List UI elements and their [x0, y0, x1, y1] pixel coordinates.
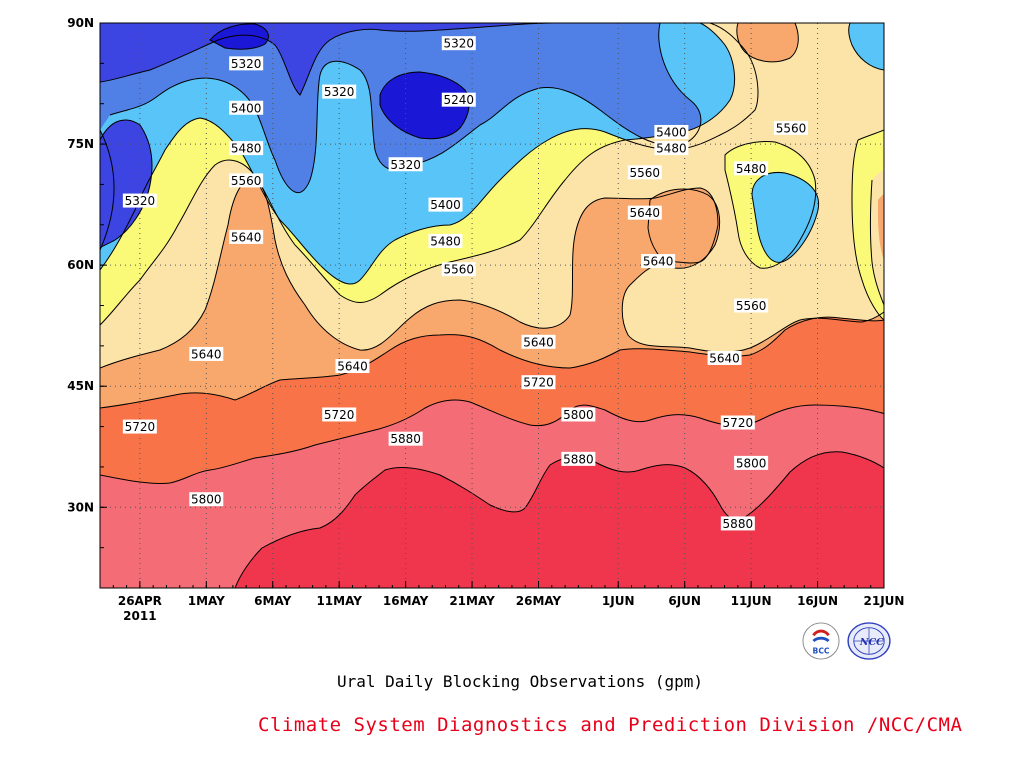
- x-tick-label: 6JUN: [668, 594, 701, 608]
- contour-label: 5400: [656, 125, 687, 139]
- contour-label-box: [720, 516, 755, 531]
- y-tick-label: 75N: [67, 137, 94, 151]
- contour-label: 5880: [563, 452, 594, 466]
- contour-label: 5640: [630, 206, 661, 220]
- contour-label: 5800: [563, 408, 594, 422]
- contour-label-box: [521, 375, 556, 390]
- contour-label-box: [773, 120, 808, 135]
- x-tick-label: 21JUN: [864, 594, 905, 608]
- contour-label: 5400: [430, 198, 461, 212]
- y-tick-label: 30N: [67, 500, 94, 514]
- contour-label: 5480: [656, 142, 687, 156]
- contour-label: 5480: [736, 162, 767, 176]
- contour-label: 5720: [125, 420, 156, 434]
- contour-label-box: [561, 451, 596, 466]
- contour-label: 5560: [630, 166, 661, 180]
- bcc-logo-text: BCC: [813, 646, 830, 655]
- contour-label: 5560: [444, 263, 475, 277]
- contour-label: 5640: [191, 347, 222, 361]
- x-tick-label: 6MAY: [254, 594, 291, 608]
- y-tick-label: 90N: [67, 16, 94, 30]
- contour-label-box: [428, 197, 463, 212]
- contour-label-box: [654, 124, 689, 139]
- contour-label-box: [229, 229, 264, 244]
- contour-label-box: [734, 455, 769, 470]
- contour-label: 5720: [324, 408, 355, 422]
- contour-label-box: [627, 165, 662, 180]
- contour-label: 5640: [523, 335, 554, 349]
- x-tick-label: 1JUN: [602, 594, 635, 608]
- contour-label: 5720: [723, 416, 754, 430]
- x-tick-year-label: 2011: [123, 609, 156, 623]
- contour-label-box: [441, 92, 476, 107]
- contour-label-box: [561, 407, 596, 422]
- contour-fill-layer: [100, 23, 884, 588]
- contour-label-box: [229, 173, 264, 188]
- contour-label-box: [734, 298, 769, 313]
- contour-label-box: [441, 36, 476, 51]
- contour-label: 5320: [444, 37, 475, 51]
- chart-subtitle: Ural Daily Blocking Observations (gpm): [336, 672, 704, 691]
- contour-label: 5560: [776, 121, 807, 135]
- y-tick-label: 60N: [67, 258, 94, 272]
- contour-line-layer: [100, 23, 884, 588]
- contour-label-box: [627, 205, 662, 220]
- contour-label: 5800: [736, 456, 767, 470]
- contour-label-box: [122, 419, 157, 434]
- x-tick-label: 11MAY: [316, 594, 362, 608]
- contour-label-box: [322, 407, 357, 422]
- contour-label-box: [388, 157, 423, 172]
- ncc-logo: NCC: [847, 622, 891, 660]
- contour-label: 5800: [191, 493, 222, 507]
- x-tick-label: 16JUN: [797, 594, 838, 608]
- contour-label-box: [229, 56, 264, 71]
- contour-label: 5560: [231, 174, 262, 188]
- bcc-logo: BCC: [802, 622, 840, 660]
- contour-label-box: [388, 431, 423, 446]
- contour-label: 5320: [125, 194, 156, 208]
- x-tick-label: 26APR: [118, 594, 162, 608]
- x-tick-label: 16MAY: [383, 594, 429, 608]
- contour-label: 5320: [324, 85, 355, 99]
- contour-label: 5640: [709, 351, 740, 365]
- contour-label-box: [734, 161, 769, 176]
- contour-label: 5560: [736, 299, 767, 313]
- contour-label: 5640: [643, 255, 674, 269]
- contour-label-box: [322, 84, 357, 99]
- contour-label-box: [189, 492, 224, 507]
- ncc-logo-text: NCC: [859, 637, 884, 648]
- contour-label: 5640: [231, 230, 262, 244]
- contour-label: 5480: [231, 142, 262, 156]
- contour-labels: 5320 5400 5480 5560 5640 5320 5640 5720 5800 5320…: [122, 36, 808, 531]
- contour-label: 5480: [430, 234, 461, 248]
- contour-label: 5320: [231, 57, 262, 71]
- contour-label-box: [707, 350, 742, 365]
- credit-line: Climate System Diagnostics and Predictio…: [258, 714, 963, 736]
- x-tick-label: 11JUN: [731, 594, 772, 608]
- contour-label: 5640: [337, 360, 368, 374]
- x-tick-label: 26MAY: [516, 594, 562, 608]
- contour-label-box: [229, 141, 264, 156]
- contour-label: 5880: [723, 517, 754, 531]
- contour-label-box: [189, 346, 224, 361]
- contour-label-box: [441, 262, 476, 277]
- contour-label: 5400: [231, 101, 262, 115]
- contour-label: 5880: [390, 432, 421, 446]
- contour-label-box: [720, 415, 755, 430]
- axis-ticks: 26APR 1MAY 6MAY 11MAY 16MAY 21MAY 26MAY 1JUN 6JU…: [67, 16, 904, 623]
- contour-label-box: [641, 254, 676, 269]
- x-tick-label: 1MAY: [188, 594, 225, 608]
- contour-label-box: [654, 141, 689, 156]
- contour-chart: 26APR 1MAY 6MAY 11MAY 16MAY 21MAY 26MAY 1JUN 6JU…: [67, 16, 904, 623]
- contour-label-box: [122, 193, 157, 208]
- contour-label-box: [521, 334, 556, 349]
- contour-label: 5240: [444, 93, 475, 107]
- x-tick-label: 21MAY: [449, 594, 495, 608]
- contour-label-box: [335, 359, 370, 374]
- contour-label-box: [229, 100, 264, 115]
- contour-label-box: [428, 233, 463, 248]
- contour-label: 5720: [523, 376, 554, 390]
- y-tick-label: 45N: [67, 379, 94, 393]
- contour-label: 5320: [390, 158, 421, 172]
